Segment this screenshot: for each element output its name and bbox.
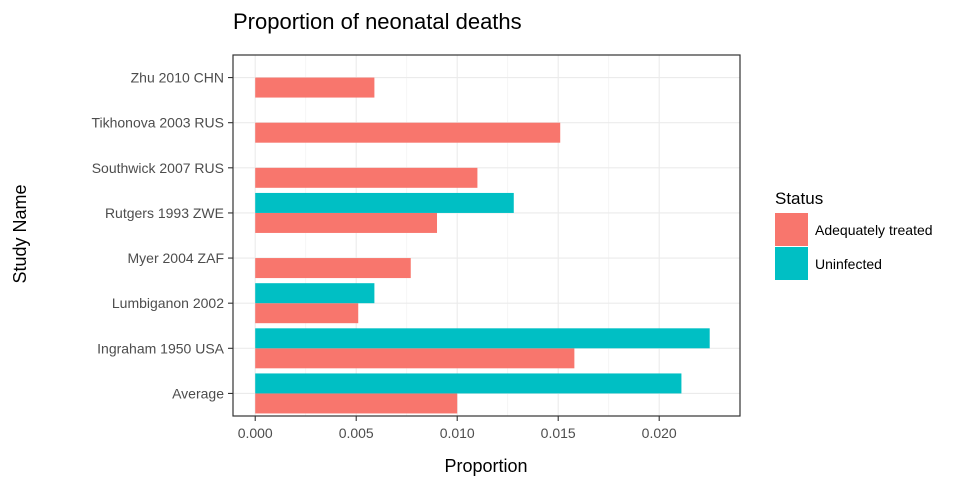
bar-adequately-treated xyxy=(255,122,561,143)
legend-title: Status xyxy=(775,189,823,208)
panel-border xyxy=(232,54,741,417)
y-tick-label: Tikhonova 2003 RUS xyxy=(91,115,224,131)
legend-key xyxy=(775,213,808,246)
bar-uninfected xyxy=(255,192,514,213)
legend-label: Uninfected xyxy=(815,256,882,272)
y-tick-label: Myer 2004 ZAF xyxy=(128,250,224,266)
chart-title: Proportion of neonatal deaths xyxy=(233,9,522,34)
x-tick-label: 0.010 xyxy=(440,425,475,441)
y-axis-title: Study Name xyxy=(10,184,30,283)
x-tick-label: 0.020 xyxy=(642,425,677,441)
x-tick-label: 0.015 xyxy=(541,425,576,441)
y-tick-label: Zhu 2010 CHN xyxy=(131,70,224,86)
plot-area: Zhu 2010 CHN Tikhonova 2003 RUS Southwick … xyxy=(91,54,741,441)
legend-label: Adequately treated xyxy=(815,222,933,238)
y-tick-label: Lumbiganon 2002 xyxy=(112,295,224,311)
bar-adequately-treated xyxy=(255,348,575,369)
x-tick-label: 0.005 xyxy=(339,425,374,441)
legend: Status Adequately treated Uninfected xyxy=(775,189,933,280)
bar-adequately-treated xyxy=(255,303,359,324)
bar-adequately-treated xyxy=(255,77,375,98)
y-tick-label: Ingraham 1950 USA xyxy=(97,340,225,356)
y-tick-label: Rutgers 1993 ZWE xyxy=(105,205,224,221)
bar-adequately-treated xyxy=(255,212,438,233)
bar-uninfected xyxy=(255,283,375,304)
x-tick-label: 0.000 xyxy=(238,425,273,441)
x-axis-title: Proportion xyxy=(444,456,527,476)
legend-key xyxy=(775,247,808,280)
bar-adequately-treated xyxy=(255,167,478,188)
bar-adequately-treated xyxy=(255,393,458,414)
y-tick-label: Average xyxy=(172,385,224,401)
y-tick-label: Southwick 2007 RUS xyxy=(92,160,224,176)
bar-uninfected xyxy=(255,328,710,349)
bar-adequately-treated xyxy=(255,258,411,279)
bar-uninfected xyxy=(255,373,682,394)
